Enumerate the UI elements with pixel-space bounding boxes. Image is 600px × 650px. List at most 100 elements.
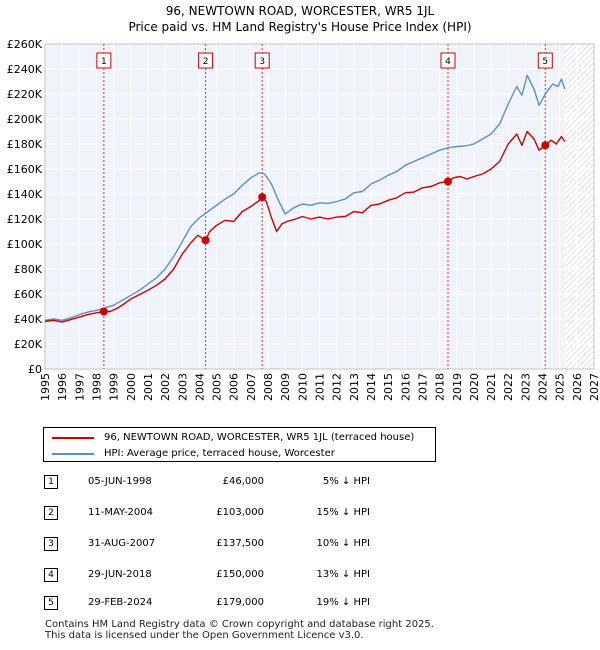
transaction-hpi-diff: 10% ↓ HPI	[316, 538, 370, 549]
transaction-number: 2	[44, 506, 58, 520]
x-tick-label: 2014	[365, 373, 378, 401]
y-tick-label: £240K	[7, 63, 43, 76]
transaction-date: 05-JUN-1998	[88, 476, 152, 487]
legend-label-hpi: HPI: Average price, terraced house, Worc…	[104, 448, 335, 459]
x-tick-label: 2015	[382, 373, 395, 401]
property-series-line	[44, 130, 566, 323]
transaction-price: £46,000	[222, 476, 264, 487]
sale-label: 4	[445, 57, 451, 67]
sale-point	[258, 193, 267, 202]
transaction-date: 31-AUG-2007	[88, 538, 156, 549]
transaction-number: 1	[44, 475, 58, 489]
sale-label-box	[440, 52, 456, 69]
x-tick-label: 1995	[39, 373, 52, 401]
legend: 96, NEWTOWN ROAD, WORCESTER, WR5 1JL (te…	[43, 427, 436, 462]
x-tick-label: 1999	[108, 373, 121, 401]
x-tick-label: 2005	[211, 373, 224, 401]
sale-point	[99, 307, 108, 316]
footer-licence: This data is licensed under the Open Gov…	[45, 630, 364, 641]
transaction-number: 4	[44, 568, 58, 582]
transaction-row: 4 29-JUN-2018 £150,000 13% ↓ HPI	[0, 566, 600, 586]
legend-label-property: 96, NEWTOWN ROAD, WORCESTER, WR5 1JL (te…	[104, 432, 415, 443]
footer-copyright: Contains HM Land Registry data © Crown c…	[45, 619, 434, 630]
transaction-date: 11-MAY-2004	[88, 507, 154, 518]
sale-point	[201, 236, 210, 245]
y-tick-label: £100K	[7, 238, 43, 251]
x-tick-label: 2020	[468, 373, 481, 401]
y-tick-label: £0	[28, 363, 42, 376]
legend-item-hpi: HPI: Average price, terraced house, Worc…	[52, 446, 335, 461]
sale-label: 3	[259, 57, 265, 67]
x-tick-label: 2009	[279, 373, 292, 401]
x-tick-label: 2006	[228, 373, 241, 401]
legend-swatch-property	[52, 436, 94, 439]
sale-label-box	[198, 52, 214, 69]
y-tick-label: £40K	[14, 313, 43, 326]
y-tick-label: £220K	[7, 88, 43, 101]
transaction-row: 5 29-FEB-2024 £179,000 19% ↓ HPI	[0, 594, 600, 614]
sale-label: 2	[203, 57, 209, 67]
transaction-date: 29-JUN-2018	[88, 569, 152, 580]
y-tick-label: £140K	[7, 188, 43, 201]
transaction-hpi-diff: 19% ↓ HPI	[316, 597, 370, 608]
sale-point	[444, 177, 453, 186]
sale-label: 5	[542, 57, 548, 67]
transaction-hpi-diff: 5% ↓ HPI	[322, 476, 370, 487]
x-tick-label: 2022	[502, 373, 515, 401]
x-tick-label: 2024	[537, 373, 550, 401]
x-tick-label: 2000	[125, 373, 138, 401]
transaction-date: 29-FEB-2024	[88, 597, 153, 608]
y-tick-label: £180K	[7, 138, 43, 151]
y-tick-label: £120K	[7, 213, 43, 226]
y-tick-label: £80K	[14, 263, 43, 276]
transaction-number: 5	[44, 596, 58, 610]
hpi-series-line	[44, 74, 566, 321]
x-tick-label: 2027	[588, 373, 600, 401]
transaction-hpi-diff: 15% ↓ HPI	[316, 507, 370, 518]
x-tick-label: 2016	[399, 373, 412, 401]
sale-label: 1	[101, 57, 107, 67]
x-tick-label: 2023	[519, 373, 532, 401]
x-tick-label: 2012	[331, 373, 344, 401]
transaction-price: £103,000	[216, 507, 264, 518]
x-tick-label: 2017	[416, 373, 429, 401]
transaction-row: 1 05-JUN-1998 £46,000 5% ↓ HPI	[0, 473, 600, 493]
sale-label-box	[537, 52, 553, 69]
sale-label-box	[96, 52, 112, 69]
x-tick-label: 2008	[262, 373, 275, 401]
transaction-price: £137,500	[216, 538, 264, 549]
x-tick-label: 2001	[142, 373, 155, 401]
x-tick-label: 2007	[245, 373, 258, 401]
transaction-row: 3 31-AUG-2007 £137,500 10% ↓ HPI	[0, 535, 600, 555]
sale-point	[541, 141, 550, 150]
x-tick-label: 2021	[485, 373, 498, 401]
y-tick-label: £200K	[7, 113, 43, 126]
x-tick-label: 2013	[348, 373, 361, 401]
y-tick-label: £260K	[7, 38, 43, 51]
transaction-number: 3	[44, 537, 58, 551]
y-tick-label: £160K	[7, 163, 43, 176]
x-tick-label: 2018	[434, 373, 447, 401]
chart-title: 96, NEWTOWN ROAD, WORCESTER, WR5 1JL	[165, 4, 435, 18]
x-tick-label: 2019	[451, 373, 464, 401]
x-tick-label: 2003	[176, 373, 189, 401]
x-tick-label: 1997	[73, 373, 86, 401]
x-tick-label: 2026	[571, 373, 584, 401]
y-tick-label: £20K	[14, 338, 43, 351]
future-hatch	[564, 44, 594, 369]
legend-swatch-hpi	[52, 452, 94, 455]
legend-item-property: 96, NEWTOWN ROAD, WORCESTER, WR5 1JL (te…	[52, 430, 414, 445]
chart-subtitle: Price paid vs. HM Land Registry's House …	[128, 20, 472, 34]
x-tick-label: 2002	[159, 373, 172, 401]
price-chart: 1 2 3 4 5 £0 £20K £40K £60K £80K £100K £120K £140K £1…	[7, 38, 600, 401]
x-tick-label: 1998	[90, 373, 103, 401]
x-tick-label: 2011	[314, 373, 327, 401]
x-tick-label: 2010	[296, 373, 309, 401]
y-tick-label: £60K	[14, 288, 43, 301]
transaction-price: £150,000	[216, 569, 264, 580]
x-tick-label: 2025	[554, 373, 567, 401]
x-tick-label: 1996	[56, 373, 69, 401]
sale-label-box	[254, 52, 270, 69]
transaction-hpi-diff: 13% ↓ HPI	[316, 569, 370, 580]
x-tick-label: 2004	[193, 373, 206, 401]
